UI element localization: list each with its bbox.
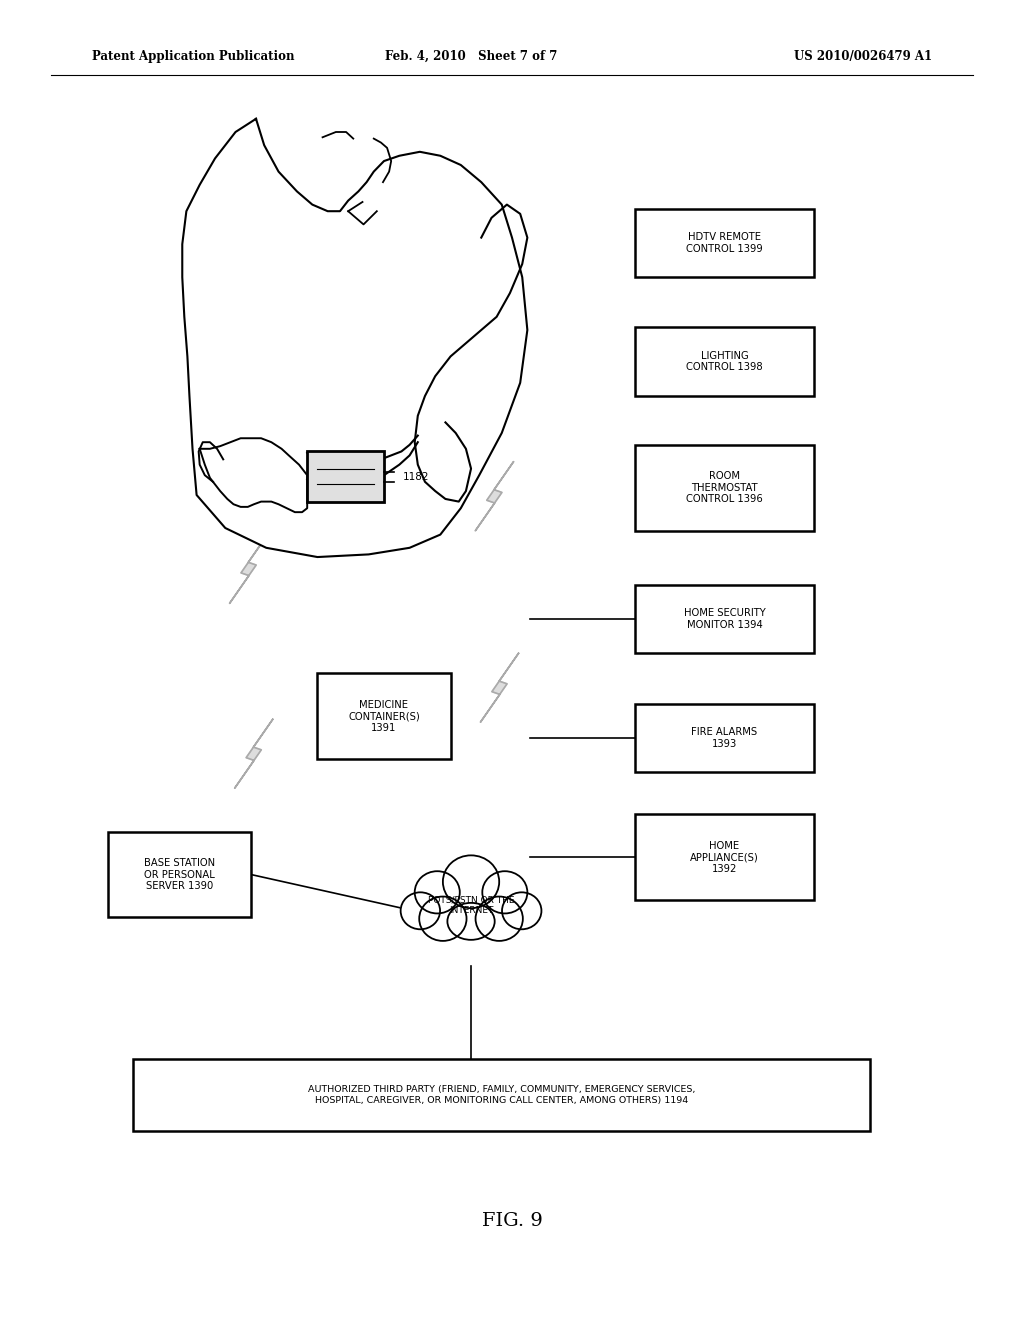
Ellipse shape	[502, 892, 542, 929]
Polygon shape	[182, 119, 527, 557]
Ellipse shape	[447, 903, 495, 940]
FancyBboxPatch shape	[307, 451, 384, 502]
Text: HOME
APPLIANCE(S)
1392: HOME APPLIANCE(S) 1392	[690, 841, 759, 874]
Ellipse shape	[400, 892, 440, 929]
Text: AUTHORIZED THIRD PARTY (FRIEND, FAMILY, COMMUNITY, EMERGENCY SERVICES,
HOSPITAL,: AUTHORIZED THIRD PARTY (FRIEND, FAMILY, …	[308, 1085, 695, 1105]
Text: 1182: 1182	[402, 471, 429, 482]
Ellipse shape	[482, 871, 527, 913]
Polygon shape	[475, 462, 513, 531]
Text: Feb. 4, 2010   Sheet 7 of 7: Feb. 4, 2010 Sheet 7 of 7	[385, 50, 557, 63]
Text: MEDICINE
CONTAINER(S)
1391: MEDICINE CONTAINER(S) 1391	[348, 700, 420, 733]
FancyBboxPatch shape	[635, 704, 814, 772]
Polygon shape	[480, 653, 518, 722]
FancyBboxPatch shape	[635, 327, 814, 396]
Polygon shape	[240, 343, 278, 412]
FancyBboxPatch shape	[317, 673, 451, 759]
Ellipse shape	[442, 855, 500, 908]
FancyBboxPatch shape	[133, 1059, 870, 1131]
Text: LIGHTING
CONTROL 1398: LIGHTING CONTROL 1398	[686, 351, 763, 372]
Polygon shape	[229, 535, 267, 603]
Polygon shape	[480, 271, 518, 339]
Text: Patent Application Publication: Patent Application Publication	[92, 50, 295, 63]
Text: US 2010/0026479 A1: US 2010/0026479 A1	[794, 50, 932, 63]
Text: HDTV REMOTE
CONTROL 1399: HDTV REMOTE CONTROL 1399	[686, 232, 763, 253]
Polygon shape	[234, 719, 272, 788]
FancyBboxPatch shape	[635, 814, 814, 900]
FancyBboxPatch shape	[635, 209, 814, 277]
Text: FIRE ALARMS
1393: FIRE ALARMS 1393	[691, 727, 758, 748]
Ellipse shape	[415, 871, 460, 913]
FancyBboxPatch shape	[108, 832, 251, 917]
Ellipse shape	[475, 896, 523, 941]
Text: ROOM
THERMOSTAT
CONTROL 1396: ROOM THERMOSTAT CONTROL 1396	[686, 471, 763, 504]
FancyBboxPatch shape	[635, 585, 814, 653]
Text: BASE STATION
OR PERSONAL
SERVER 1390: BASE STATION OR PERSONAL SERVER 1390	[143, 858, 215, 891]
Text: HOME SECURITY
MONITOR 1394: HOME SECURITY MONITOR 1394	[684, 609, 765, 630]
FancyBboxPatch shape	[635, 445, 814, 531]
Text: FIG. 9: FIG. 9	[481, 1212, 543, 1230]
Polygon shape	[200, 438, 307, 512]
Text: POTS/PSTN OR THE
INTERNET: POTS/PSTN OR THE INTERNET	[428, 896, 514, 915]
Ellipse shape	[419, 896, 467, 941]
